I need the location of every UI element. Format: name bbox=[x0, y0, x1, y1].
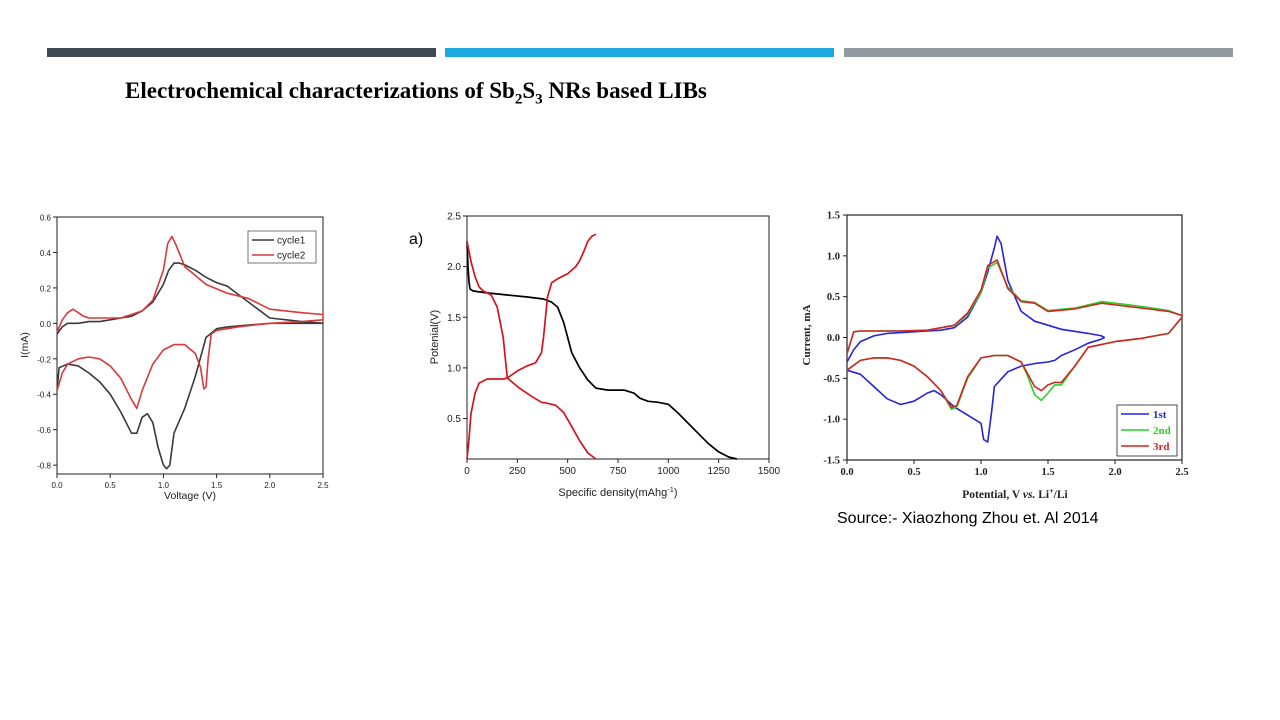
legend-label-cycle1: cycle1 bbox=[277, 236, 306, 247]
x-tick-label: 2.0 bbox=[1108, 467, 1121, 478]
x-tick-label: 0 bbox=[464, 466, 470, 477]
cv-chart: 0.0 0.5 1.0 1.5 2.0 2.5 -0.8-0.6-0.4-0.20.00.… bbox=[20, 214, 329, 503]
series-lines bbox=[846, 235, 1183, 443]
x-tick-label: 1.5 bbox=[211, 481, 223, 490]
x-axis-label-end: ) bbox=[674, 487, 678, 499]
x-tick-label: 1250 bbox=[708, 466, 731, 477]
x-tick-labels: 0 250 500 750 1000 1250 1500 bbox=[464, 459, 781, 477]
series-line-cycle1 bbox=[56, 262, 324, 470]
y-tick-label: 2.0 bbox=[447, 262, 461, 273]
legend-label-cycle2: cycle2 bbox=[277, 251, 306, 262]
y-axis-label: Potenial(V) bbox=[429, 310, 441, 364]
legend-box bbox=[247, 230, 317, 264]
x-axis-label-sup: -1 bbox=[667, 485, 674, 494]
y-tick-labels: 0.5 1.0 1.5 2.0 2.5 bbox=[447, 212, 467, 425]
y-tick-labels: -0.8 -0.6 -0.4 -0.2 0.0 0.2 0.4 0.6 bbox=[37, 214, 57, 471]
y-tick-label: 0.5 bbox=[827, 292, 840, 303]
source-citation: Source:- Xiaozhong Zhou et. Al 2014 bbox=[837, 510, 1099, 527]
y-tick-label: -1.0 bbox=[823, 415, 840, 426]
legend: 1st 2nd 3rd bbox=[1116, 404, 1178, 457]
slide-title: Electrochemical characterizations of Sb2… bbox=[125, 78, 707, 109]
x-tick-label: 0.5 bbox=[105, 481, 117, 490]
legend-label-2nd: 2nd bbox=[1153, 425, 1171, 437]
x-tick-label: 1.5 bbox=[1041, 467, 1054, 478]
accent-bar-blue bbox=[445, 48, 834, 57]
y-axis-label: Current, mA bbox=[801, 304, 813, 365]
y-tick-label: 0.5 bbox=[447, 414, 461, 425]
x-axis-label-vs: vs. bbox=[1023, 489, 1035, 501]
charge-discharge-chart: a) 0 250 500 750 1000 1250 1500 0.5 1.0 1.5 2.0 2.… bbox=[409, 212, 781, 500]
y-tick-label: 1.0 bbox=[447, 363, 461, 374]
y-axis-label: I(mA) bbox=[20, 332, 31, 358]
plot-frame bbox=[56, 216, 324, 475]
x-axis-label-a: Potential, V bbox=[962, 489, 1023, 501]
title-sub-2: 3 bbox=[535, 91, 543, 108]
x-tick-label: 0.0 bbox=[840, 467, 853, 478]
x-axis-label: Specific density(mAhg-1) bbox=[558, 485, 677, 499]
series-line-2 bbox=[466, 233, 597, 460]
title-main: Electrochemical characterizations of Sb bbox=[125, 78, 515, 103]
y-tick-label: 1.0 bbox=[827, 251, 840, 262]
x-axis-label: Potential, V vs. Li+/Li bbox=[962, 487, 1068, 501]
legend: cycle1 cycle2 bbox=[247, 230, 317, 264]
series-line-cycle2 bbox=[56, 235, 324, 410]
x-tick-label: 2.0 bbox=[264, 481, 276, 490]
y-tick-labels: -1.5 -1.0 -0.5 0.0 0.5 1.0 1.5 bbox=[823, 211, 847, 467]
y-tick-label: 0.6 bbox=[40, 214, 52, 223]
x-tick-label: 1000 bbox=[657, 466, 680, 477]
series-line-1st bbox=[846, 235, 1106, 443]
series-lines bbox=[56, 235, 324, 470]
y-tick-label: -0.5 bbox=[823, 374, 840, 385]
x-axis-label-c: /Li bbox=[1053, 489, 1069, 501]
x-axis-label-b: Li bbox=[1035, 489, 1050, 501]
x-tick-label: 500 bbox=[559, 466, 576, 477]
legend-label-3rd: 3rd bbox=[1153, 441, 1170, 453]
y-tick-label: 0.2 bbox=[40, 284, 52, 293]
series-line-3rd bbox=[846, 259, 1183, 409]
x-tick-label: 0.5 bbox=[907, 467, 920, 478]
legend-label-1st: 1st bbox=[1153, 409, 1167, 421]
series-lines bbox=[466, 233, 738, 460]
x-tick-label: 250 bbox=[509, 466, 526, 477]
panel-label: a) bbox=[409, 231, 423, 248]
series-line-1 bbox=[466, 241, 738, 460]
y-tick-label: 2.5 bbox=[447, 212, 461, 223]
title-sub-1: 2 bbox=[514, 91, 523, 108]
y-tick-label: 0.4 bbox=[40, 249, 52, 258]
series-line-3 bbox=[466, 241, 597, 460]
x-tick-label: 1500 bbox=[758, 466, 781, 477]
y-tick-label: 1.5 bbox=[827, 211, 840, 222]
x-tick-label: 1.0 bbox=[974, 467, 987, 478]
cv-chart-cycles: 0.0 0.5 1.0 1.5 2.0 2.5 -1.5 -1.0 -0.5 0.0 0.5 1.0… bbox=[801, 211, 1189, 502]
y-tick-label: 1.5 bbox=[447, 313, 461, 324]
plot-frame bbox=[466, 215, 770, 460]
accent-bar-dark bbox=[47, 48, 436, 57]
x-axis-label: Voltage (V) bbox=[164, 490, 216, 502]
y-tick-label: -0.4 bbox=[37, 391, 51, 400]
x-tick-label: 750 bbox=[610, 466, 627, 477]
title-end: NRs based LIBs bbox=[542, 78, 707, 103]
y-tick-label: -0.2 bbox=[37, 355, 51, 364]
x-tick-label: 0.0 bbox=[51, 481, 63, 490]
x-axis-label-sup: + bbox=[1049, 487, 1054, 496]
y-tick-label: 0.0 bbox=[827, 333, 840, 344]
x-tick-label: 2.5 bbox=[1175, 467, 1188, 478]
series-line-2nd bbox=[846, 261, 1183, 411]
x-tick-label: 2.5 bbox=[317, 481, 329, 490]
x-tick-label: 1.0 bbox=[158, 481, 170, 490]
x-tick-labels: 0.0 0.5 1.0 1.5 2.0 2.5 bbox=[840, 460, 1189, 478]
title-mid: S bbox=[522, 78, 536, 103]
x-axis-label-main: Specific density(mAhg bbox=[558, 487, 667, 499]
y-tick-label: -0.6 bbox=[37, 426, 51, 435]
accent-bar-gray bbox=[844, 48, 1233, 57]
y-tick-label: -0.8 bbox=[37, 462, 51, 471]
y-tick-label: 0.0 bbox=[40, 320, 52, 329]
x-tick-labels: 0.0 0.5 1.0 1.5 2.0 2.5 bbox=[51, 474, 329, 490]
y-tick-label: -1.5 bbox=[823, 456, 840, 467]
